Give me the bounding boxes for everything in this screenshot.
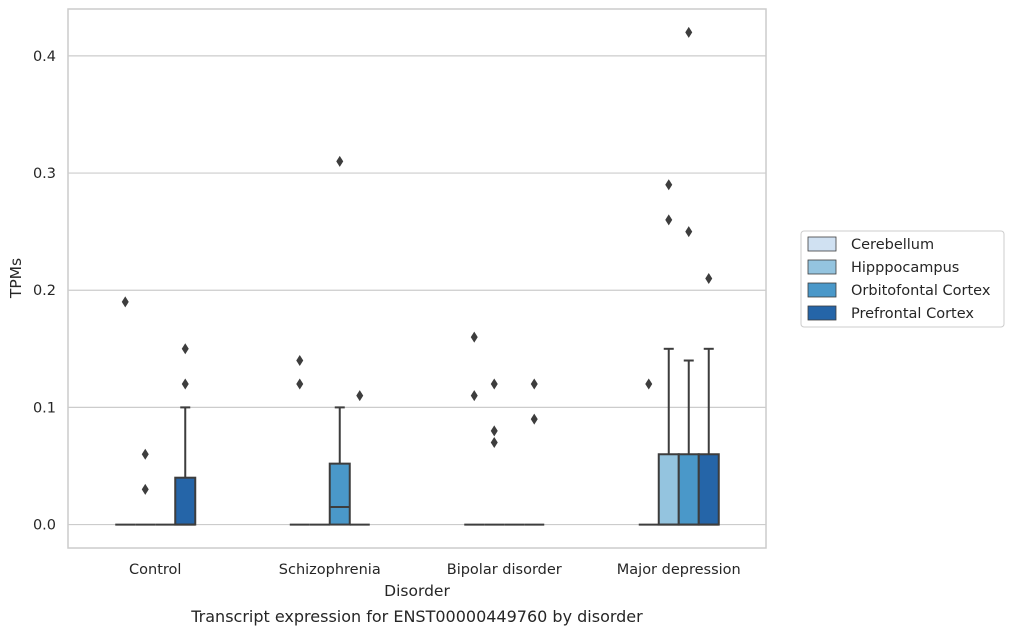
outlier-point <box>530 378 538 390</box>
x-axis-label: Disorder <box>384 582 450 600</box>
outlier-point <box>645 378 653 390</box>
box-body <box>657 453 680 526</box>
y-tick-label: 0.0 <box>33 518 56 534</box>
outlier-point <box>141 448 149 460</box>
y-tick-label: 0.1 <box>33 400 56 416</box>
x-tick-label: Bipolar disorder <box>447 562 562 578</box>
outlier-point <box>141 483 149 495</box>
y-tick-label: 0.2 <box>33 283 56 299</box>
outlier-point <box>490 437 498 449</box>
box <box>349 390 370 526</box>
box <box>135 448 156 526</box>
legend-swatch <box>807 259 837 275</box>
box <box>289 355 310 526</box>
legend: Cerebellum Hipppocampus Orbitofontal Corte… <box>800 230 1005 328</box>
outlier-point <box>296 378 304 390</box>
outlier-point <box>665 214 673 226</box>
box <box>174 343 197 526</box>
outlier-point <box>705 273 713 284</box>
legend-label: Cerebellum <box>851 237 934 253</box>
x-tick-label: Control <box>129 562 181 578</box>
box-body <box>677 453 700 526</box>
x-tick-label: Major depression <box>617 562 741 578</box>
outlier-point <box>665 179 673 191</box>
y-tick-label: 0.4 <box>33 49 56 65</box>
y-axis-ticks: 0.0 0.1 0.2 0.3 0.4 <box>33 49 56 534</box>
outlier-point <box>470 390 478 402</box>
plot-area-frame <box>67 8 767 549</box>
outlier-point <box>530 413 538 425</box>
box <box>657 179 680 526</box>
outlier-point <box>356 390 364 402</box>
box <box>677 26 700 526</box>
chart-caption: Transcript expression for ENST0000044976… <box>190 607 643 626</box>
legend-label: Hipppocampus <box>851 260 959 276</box>
box-series <box>115 26 720 526</box>
x-tick-label: Schizophrenia <box>279 562 381 578</box>
y-tick-label: 0.3 <box>33 166 56 182</box>
legend-label: Prefrontal Cortex <box>851 306 974 322</box>
outlier-point <box>490 425 498 437</box>
box <box>524 378 545 526</box>
legend-swatch <box>807 236 837 252</box>
box-body <box>328 462 351 526</box>
legend-swatch <box>807 282 837 298</box>
legend-frame <box>800 230 1005 328</box>
x-axis-ticks: Control Schizophrenia Bipolar disorder Majo… <box>129 562 741 578</box>
outlier-point <box>470 331 478 343</box>
box <box>464 331 485 526</box>
outlier-point <box>685 226 693 238</box>
y-axis-label: TPMs <box>7 258 25 299</box>
outlier-point <box>336 155 344 167</box>
outlier-point <box>296 355 304 367</box>
legend-label: Orbitofontal Cortex <box>851 283 991 299</box>
box-body <box>697 453 720 526</box>
box <box>484 378 505 526</box>
box-body <box>174 476 197 526</box>
outlier-point <box>490 378 498 390</box>
box <box>328 155 351 526</box>
outlier-point <box>181 378 189 390</box>
box <box>697 273 720 526</box>
legend-swatch <box>807 305 837 321</box>
outlier-point <box>121 296 129 308</box>
outlier-point <box>685 26 693 38</box>
outlier-point <box>181 343 189 355</box>
box <box>638 378 659 526</box>
box <box>115 296 136 526</box>
